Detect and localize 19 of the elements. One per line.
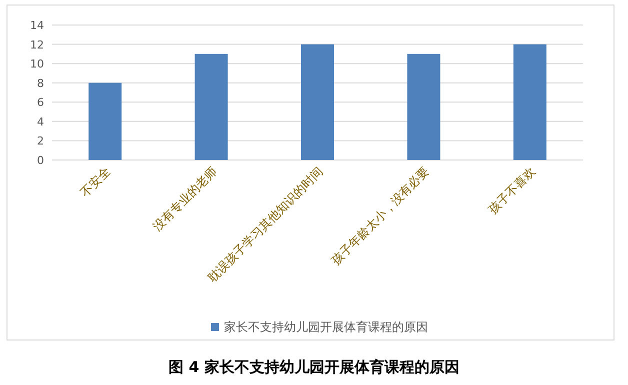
x-tick-label: 不安全 [78, 164, 114, 200]
x-tick-label: 没有专业的老师 [150, 164, 220, 234]
y-tick-label: 12 [30, 38, 44, 52]
legend: 家长不支持幼儿园开展体育课程的原因 [211, 320, 428, 334]
x-tick-label: 孩子不喜欢 [486, 164, 538, 217]
bar [88, 82, 122, 160]
text: 图 4 家长不支持幼儿园开展体育课程的原因 [168, 358, 460, 376]
bar [407, 54, 440, 160]
y-tick-label: 6 [37, 96, 44, 110]
y-tick-label: 4 [37, 115, 44, 128]
bar [194, 54, 228, 160]
y-tick-label: 8 [37, 76, 44, 90]
y-tick-label: 2 [37, 134, 44, 148]
y-tick-label: 0 [37, 154, 44, 167]
bar [513, 44, 546, 160]
y-tick-label: 10 [30, 58, 44, 71]
x-tick-label: 孩子年龄太小，没有必要 [328, 164, 432, 268]
y-tick-label: 14 [30, 19, 44, 32]
bar [301, 44, 334, 160]
